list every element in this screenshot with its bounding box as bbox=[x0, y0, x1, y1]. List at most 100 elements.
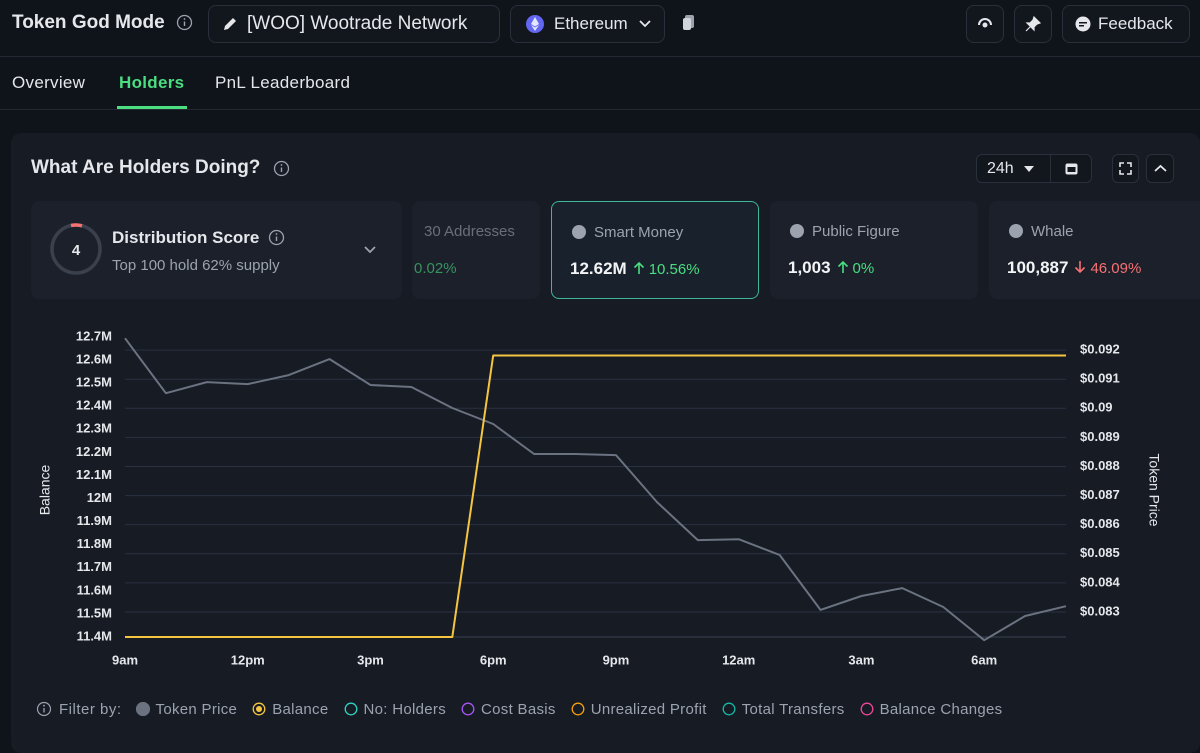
filter-item[interactable]: Token Price bbox=[135, 701, 238, 718]
score-title: Distribution Score bbox=[112, 228, 260, 247]
y2-tick-label: $0.087 bbox=[1080, 487, 1120, 502]
metric-value-row: 100,887 46.09% bbox=[1007, 258, 1141, 278]
metric-label: Smart Money bbox=[594, 224, 684, 241]
filter-label: Filter by: bbox=[59, 700, 122, 718]
info-icon bbox=[36, 701, 52, 717]
token-name: [WOO] Wootrade Network bbox=[247, 13, 468, 34]
info-icon[interactable] bbox=[176, 14, 193, 31]
divider bbox=[0, 109, 1200, 110]
y2-tick-label: $0.086 bbox=[1080, 516, 1120, 531]
tab[interactable]: PnL Leaderboard bbox=[215, 73, 351, 92]
x-tick-label: 12am bbox=[722, 652, 755, 667]
x-tick-label: 6pm bbox=[480, 652, 507, 667]
filter-dot bbox=[722, 702, 736, 716]
metric-card[interactable]: Smart Money 12.62M 10.56% bbox=[551, 201, 759, 299]
metric-change: 10.56% bbox=[648, 261, 700, 278]
chart: Balance Token Price $0.092 $0.091 $0.09 $0.… bbox=[37, 328, 1163, 667]
metric-card[interactable]: 30 Addresses 0.02% bbox=[412, 201, 540, 299]
line-series bbox=[125, 354, 1066, 638]
timeframe-selector[interactable]: 24h bbox=[976, 154, 1051, 183]
feedback-button[interactable]: Feedback bbox=[1062, 5, 1190, 43]
copy-icon[interactable] bbox=[682, 14, 696, 32]
filter-name: Balance Changes bbox=[879, 700, 1003, 718]
filter-dot bbox=[571, 702, 585, 716]
y-tick-label: 12.4M bbox=[76, 398, 112, 413]
trend-arrow bbox=[633, 261, 644, 274]
metric-value-row: 0.02% bbox=[412, 258, 457, 278]
y-tick-label: 11.7M bbox=[77, 559, 112, 574]
expand-button[interactable] bbox=[1112, 154, 1139, 183]
tab[interactable]: Holders bbox=[119, 73, 185, 92]
divider bbox=[0, 56, 1200, 57]
trend-arrow bbox=[1075, 261, 1086, 274]
timeframe: 24h bbox=[987, 159, 1014, 177]
edit-icon bbox=[224, 18, 236, 30]
y2-tick-label: $0.09 bbox=[1080, 400, 1113, 415]
metric-card[interactable]: Whale 100,887 46.09% bbox=[989, 201, 1200, 299]
metric-card[interactable]: Public Figure 1,003 0% bbox=[770, 201, 978, 299]
filter-dot bbox=[461, 702, 475, 716]
filter-dot bbox=[860, 702, 874, 716]
metric-value: 1,003 bbox=[788, 258, 831, 277]
token-selector[interactable]: [WOO] Wootrade Network bbox=[208, 5, 500, 43]
watch-button[interactable] bbox=[966, 5, 1004, 43]
y-tick-label: 12M bbox=[87, 490, 112, 505]
filter-item[interactable]: Total Transfers bbox=[722, 701, 845, 718]
metric-label: 30 Addresses bbox=[424, 223, 515, 240]
y-tick-label: 12.5M bbox=[76, 375, 112, 390]
distribution-card[interactable]: 4 Distribution Score Top 100 hold 62% su… bbox=[31, 201, 402, 299]
info-icon[interactable] bbox=[268, 229, 285, 246]
collapse-button[interactable] bbox=[1146, 154, 1174, 183]
y-axis-label: Balance bbox=[37, 464, 53, 515]
metric-icon bbox=[790, 224, 804, 238]
metric-change: 46.09% bbox=[1090, 260, 1142, 277]
trend-arrow bbox=[837, 260, 848, 273]
chain-name: Ethereum bbox=[554, 14, 628, 33]
filter-item[interactable]: Balance Changes bbox=[860, 701, 1003, 718]
filter-item[interactable]: No: Holders bbox=[344, 701, 447, 718]
x-tick-label: 9am bbox=[112, 652, 138, 667]
filter-name: Cost Basis bbox=[481, 700, 556, 718]
filter-dot bbox=[252, 702, 266, 716]
calendar-button[interactable] bbox=[1050, 154, 1092, 183]
filter-name: Total Transfers bbox=[741, 700, 845, 718]
filter-name: Unrealized Profit bbox=[590, 700, 707, 718]
filter-dot bbox=[135, 702, 150, 716]
eth-icon bbox=[526, 15, 544, 33]
metric-change: 0.02% bbox=[414, 260, 457, 277]
chevron bbox=[639, 20, 651, 28]
metric-icon bbox=[1009, 224, 1023, 238]
x-tick-label: 3pm bbox=[357, 652, 384, 667]
filter-item[interactable]: Balance bbox=[252, 701, 328, 718]
metric-value: 100,887 bbox=[1007, 258, 1069, 277]
y2-tick-label: $0.088 bbox=[1080, 458, 1120, 473]
line-series bbox=[124, 337, 1067, 642]
metric-value-row: 1,003 0% bbox=[788, 258, 874, 278]
y2-tick-label: $0.089 bbox=[1080, 429, 1120, 444]
x-tick-label: 9pm bbox=[603, 652, 630, 667]
filter-item[interactable]: Cost Basis bbox=[461, 701, 556, 718]
y2-tick-label: $0.092 bbox=[1080, 342, 1120, 357]
y-tick-label: 11.9M bbox=[77, 513, 112, 528]
y2-tick-label: $0.085 bbox=[1080, 545, 1120, 560]
pin-button[interactable] bbox=[1014, 5, 1052, 43]
score-ring bbox=[50, 223, 102, 275]
x-tick-label: 3am bbox=[848, 652, 874, 667]
page: { "header": {"title": "Token God Mode", … bbox=[0, 5, 1200, 719]
filter-item[interactable]: Unrealized Profit bbox=[571, 701, 707, 718]
score-subtitle: Top 100 hold 62% supply bbox=[112, 257, 280, 274]
metric-value: 12.62M bbox=[570, 259, 627, 278]
y-tick-label: 12.7M bbox=[76, 328, 112, 343]
filter-name: Balance bbox=[272, 700, 329, 718]
metric-value-row: 12.62M 10.56% bbox=[570, 259, 700, 279]
info-icon[interactable] bbox=[273, 160, 290, 177]
feedback-label: Feedback bbox=[1098, 14, 1173, 33]
y2-tick-label: $0.091 bbox=[1080, 371, 1120, 386]
y-tick-label: 11.8M bbox=[77, 536, 112, 551]
filter-bar: Filter by: Token Price Balance No: Holders… bbox=[36, 699, 1017, 719]
tab-underline bbox=[117, 106, 187, 109]
chain-selector[interactable]: Ethereum bbox=[510, 5, 665, 43]
panel-title: What Are Holders Doing? bbox=[31, 157, 261, 178]
metric-change: 0% bbox=[852, 260, 875, 277]
tab[interactable]: Overview bbox=[12, 73, 86, 92]
